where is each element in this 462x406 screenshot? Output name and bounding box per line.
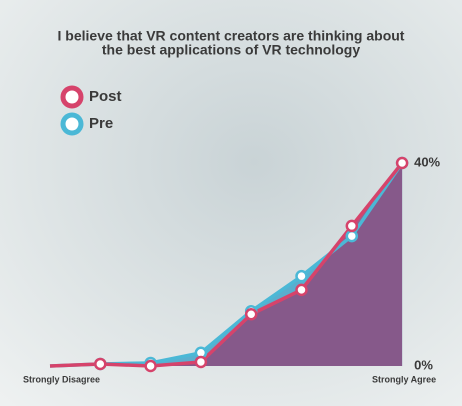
- x-tick-label: Strongly Agree: [372, 374, 436, 384]
- legend-marker: [60, 112, 84, 136]
- point: [244, 307, 258, 321]
- point: [395, 156, 409, 170]
- legend-label: Pre: [89, 115, 113, 132]
- legend-label: Post: [89, 88, 122, 105]
- point: [144, 359, 157, 373]
- chart-title: I believe that VR content creators are t…: [58, 28, 405, 44]
- point: [295, 283, 308, 297]
- point: [345, 229, 359, 243]
- line: [49, 161, 404, 368]
- legend-marker: [60, 85, 84, 109]
- chart-title: the best applications of VR technology: [102, 42, 360, 58]
- point: [94, 357, 107, 371]
- point: [194, 355, 208, 369]
- point: [295, 269, 308, 283]
- x-tick-label: Strongly Disagree: [23, 374, 100, 384]
- point: [345, 219, 359, 233]
- y-tick-label: 0%: [414, 357, 433, 372]
- area: [50, 163, 403, 366]
- y-tick-label: 40%: [414, 154, 440, 169]
